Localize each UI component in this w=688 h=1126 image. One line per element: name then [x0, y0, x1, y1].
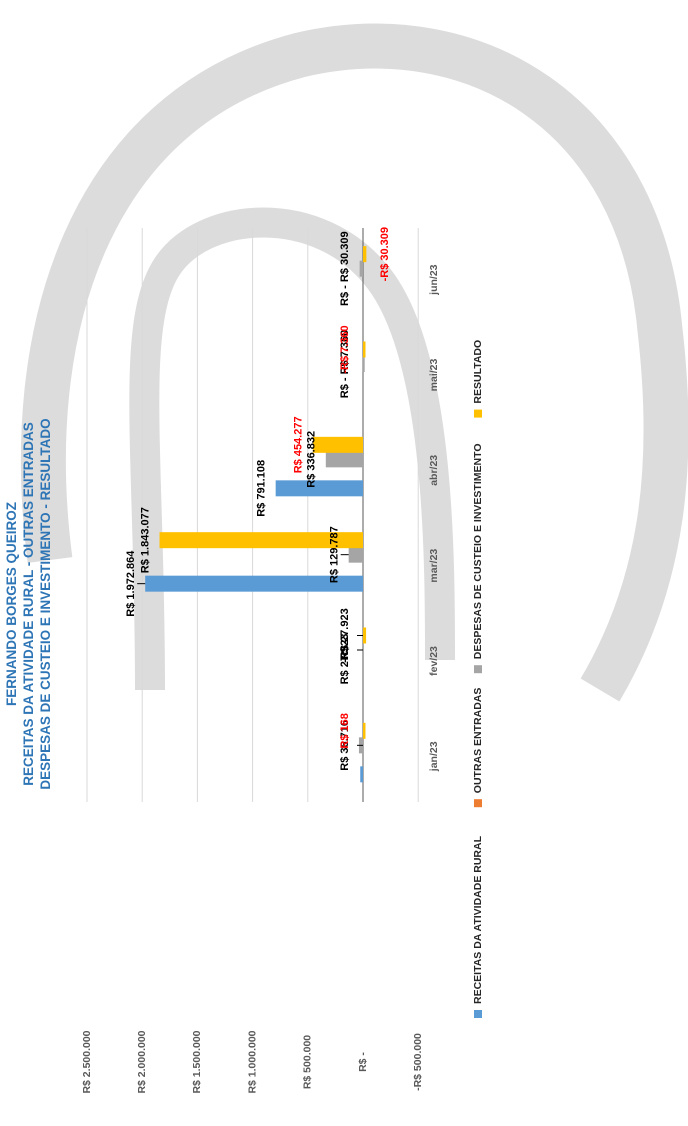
legend-swatch: [474, 1010, 482, 1018]
legend-label: DESPESAS DE CUSTEIO E INVESTIMENTO: [472, 444, 484, 660]
y-tick-label: R$ 500.000: [302, 1035, 314, 1089]
bar-resultado-fev-23: [363, 627, 367, 644]
y-tick-label: R$ 2.500.000: [81, 1030, 93, 1093]
legend: RECEITAS DA ATIVIDADE RURAL OUTRAS ENTRAD…: [472, 340, 484, 1018]
data-label: R$ 168: [339, 713, 351, 748]
x-tick-label: mai/23: [428, 359, 440, 392]
bar-resultado-mai-23: [363, 341, 366, 358]
bar-despesas-de-custeio-e-investimento-mar-23: [348, 546, 363, 563]
y-tick-label: R$ -: [357, 1052, 369, 1072]
bar-despesas-de-custeio-e-investimento-mai-23: [362, 356, 365, 372]
y-tick-label: R$ 1.500.000: [191, 1030, 203, 1093]
leader-lines: [137, 554, 363, 746]
data-label: R$ 791.108: [256, 460, 268, 517]
x-tick-label: jun/23: [428, 264, 440, 296]
bar-resultado-jan-23: [362, 722, 366, 739]
data-label: R$ 1.843.077: [139, 507, 151, 573]
bar-despesas-de-custeio-e-investimento-abr-23: [325, 451, 363, 468]
data-labels: R$ 1.972.864 R$ 791.108 R$ 36.716 R$ - R$ 12…: [125, 227, 391, 771]
x-tick-label: abr/23: [428, 455, 440, 486]
chart-title: FERNANDO BORGES QUEIROZ RECEITAS DA ATIV…: [3, 254, 73, 954]
y-tick-label: R$ 1.000.000: [246, 1030, 258, 1093]
bar-receitas-da-atividade-rural-mar-23: [145, 575, 363, 592]
bar-receitas-da-atividade-rural-jan-23: [360, 766, 363, 783]
legend-label: RESULTADO: [472, 340, 484, 404]
bar-resultado-jun-23: [363, 246, 367, 263]
data-label: R$ 1.972.864: [125, 550, 137, 617]
y-tick-labels: R$ 2.500.000 R$ 2.000.000 R$ 1.500.000 R$ 1…: [81, 1030, 424, 1093]
legend-swatch: [474, 665, 482, 674]
x-tick-label: fev/23: [428, 646, 440, 676]
y-tick-label: R$ 2.000.000: [136, 1030, 148, 1093]
y-tick-label: -R$ 500.000: [412, 1033, 424, 1091]
title-line-3: DESPESAS DE CUSTEIO E INVESTIMENTO - RES…: [38, 418, 53, 790]
data-label: R$ -: [339, 639, 351, 660]
data-label: R$ 129.787: [329, 526, 341, 583]
bar-resultado-abr-23: [312, 436, 363, 453]
title-line-1: FERNANDO BORGES QUEIROZ: [4, 502, 19, 707]
gridlines: [86, 228, 419, 802]
bars: [145, 246, 367, 783]
bar-despesas-de-custeio-e-investimento-jun-23: [359, 260, 363, 277]
data-label: -R$ 27.923: [339, 608, 351, 662]
watermark-arc: [20, 23, 688, 702]
data-label: R$ - R$ 30.309: [339, 231, 351, 306]
data-label: -R$ 30.309: [379, 227, 391, 281]
x-tick-labels: jan/23 fev/23 mar/23 abr/23 mai/23 jun/23: [428, 264, 440, 772]
bar-resultado-mar-23: [159, 532, 363, 549]
legend-swatch: [474, 409, 482, 418]
data-label: R$ 336.832: [306, 431, 318, 488]
legend-label: OUTRAS ENTRADAS: [472, 688, 484, 794]
data-label: R$ 454.277: [293, 416, 305, 473]
data-label: -R$ 7.360: [339, 325, 351, 373]
data-label: R$ - R$ 7.360: [339, 330, 351, 398]
legend-swatch: [474, 799, 482, 808]
extra-data-label: R$ 27.923: [339, 634, 351, 685]
legend-label: RECEITAS DA ATIVIDADE RURAL: [472, 835, 484, 1004]
bar-receitas-da-atividade-rural-abr-23: [275, 480, 363, 497]
title-line-2: RECEITAS DA ATIVIDADE RURAL - OUTRAS ENT…: [21, 422, 36, 786]
x-tick-label: mar/23: [428, 549, 440, 583]
x-tick-label: jan/23: [428, 741, 440, 772]
data-label: R$ 36.716: [339, 720, 351, 771]
